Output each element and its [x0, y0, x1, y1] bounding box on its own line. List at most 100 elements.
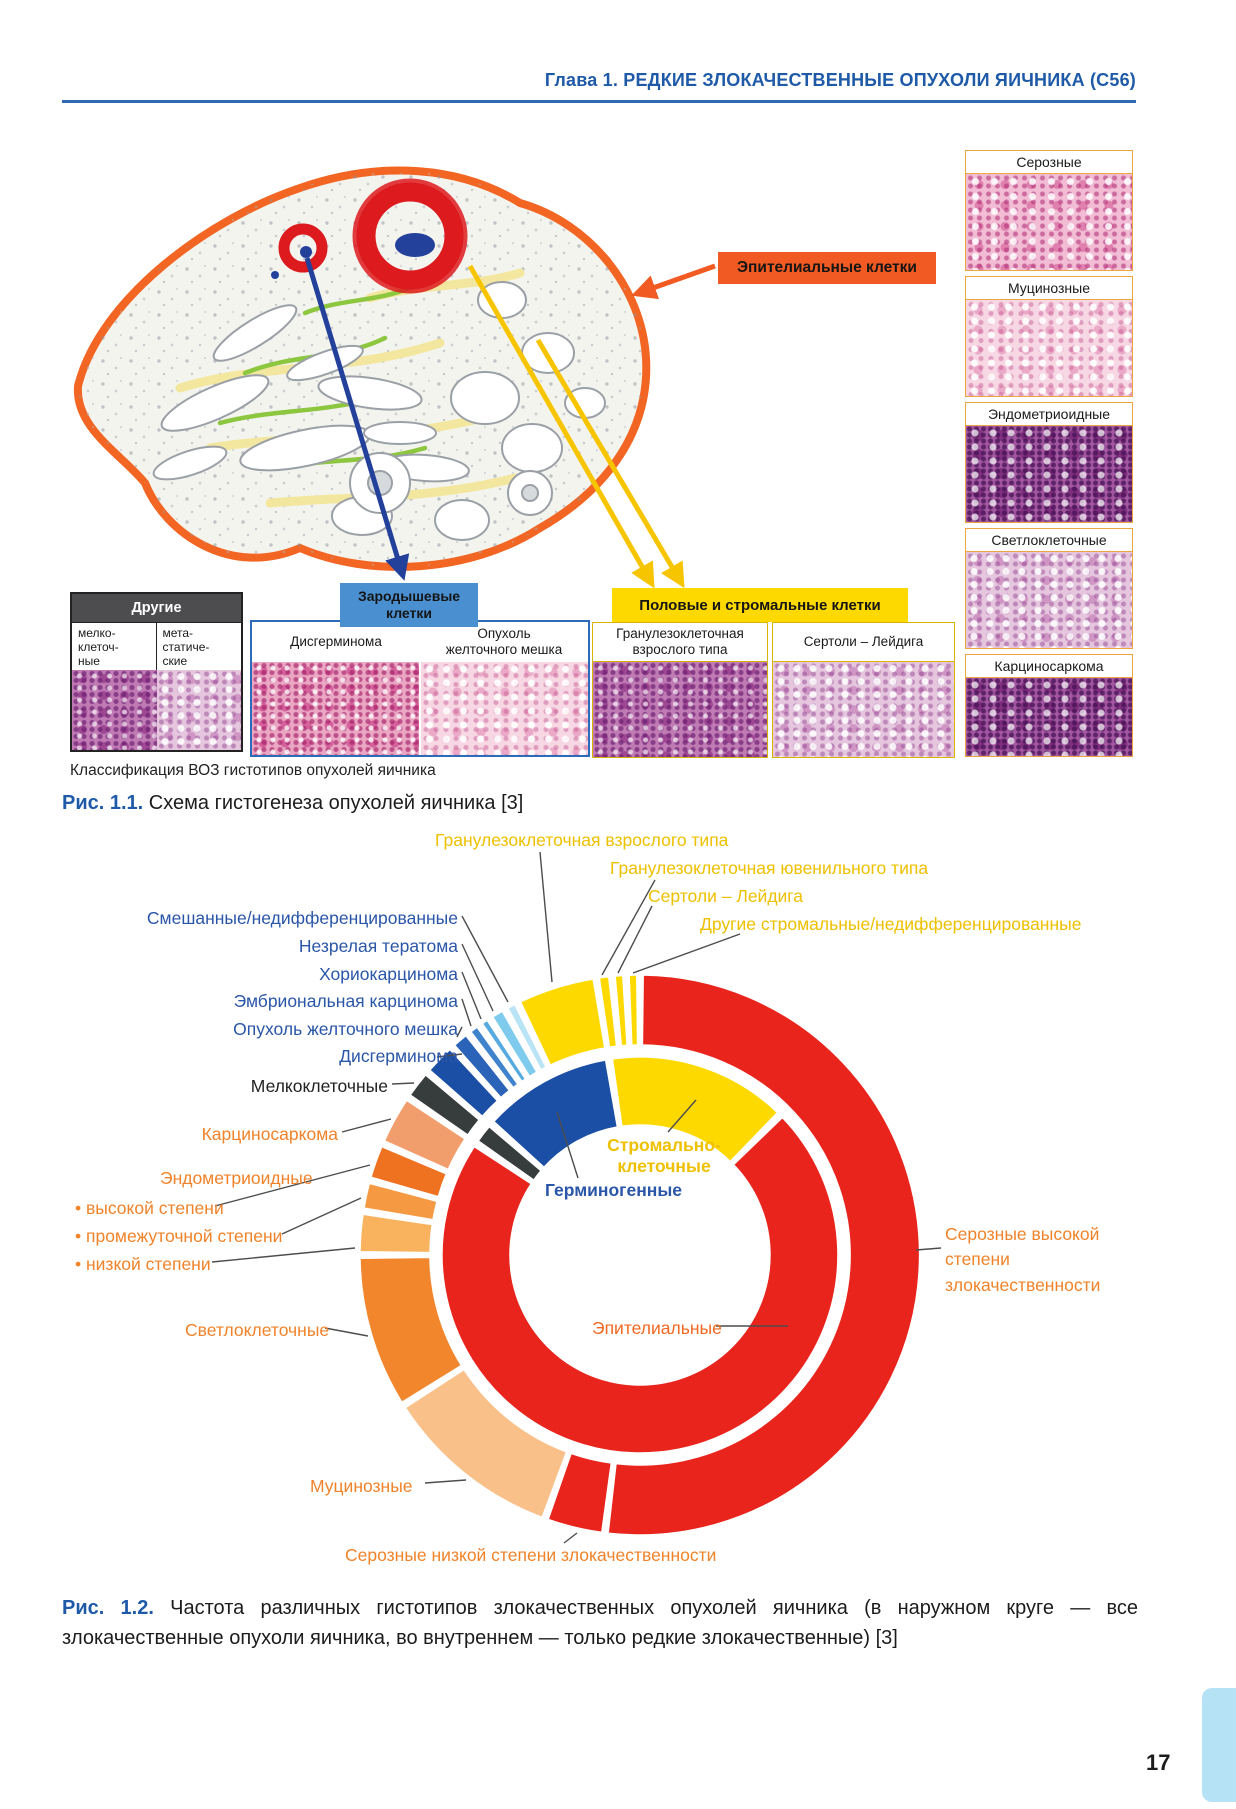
- epithelial-arrow: [631, 263, 716, 300]
- donut-segment: [469, 1026, 519, 1089]
- histology-image-granulosa-adult: [592, 662, 768, 758]
- donut-segment: [598, 975, 618, 1049]
- label-serous-low-grade: Серозные низкой степени злокачественност…: [345, 1545, 717, 1565]
- label-granulosa-adult: Гранулезоклеточная взрослого типа: [435, 830, 729, 850]
- label-serous-high-grade: Серозные высокой степени злокачественнос…: [945, 1224, 1101, 1295]
- donut-segment: [614, 974, 628, 1047]
- histology-image-yolk-sac: [421, 662, 588, 755]
- donut-segment: [477, 1125, 543, 1182]
- label-granulosa-juvenile: Гранулезоклеточная ювенильного типа: [610, 858, 929, 878]
- label-immature-teratoma: Незрелая тератома: [298, 936, 458, 956]
- label-yolk-sac-tumor: Опухоль желточного мешка: [233, 1019, 458, 1039]
- panel-title: Муцинозные: [965, 276, 1133, 300]
- donut-segment: [481, 1019, 527, 1083]
- label-epithelial-inner: Эпителиальные: [592, 1318, 722, 1338]
- panel-title: Карциносаркома: [965, 654, 1133, 678]
- germ-cells-label: Зародышевые клетки: [340, 583, 478, 627]
- panel-title: Серозные: [965, 150, 1133, 174]
- histology-image-dysgerminoma: [252, 662, 421, 755]
- histotype-panel-mucinous: Муцинозные: [965, 276, 1133, 397]
- donut-segment: [491, 1010, 538, 1078]
- fig2-caption: Рис. 1.2. Частота различных гистотипов з…: [62, 1593, 1138, 1653]
- label-sertoli-leydig: Сертоли – Лейдига: [648, 886, 804, 906]
- label-endometrioid-intermediate: • промежуточной степени: [75, 1226, 283, 1246]
- label-mixed-undifferentiated: Смешанные/недифференцированные: [146, 908, 458, 928]
- corpus-luteum-small: [278, 223, 328, 273]
- label-other-stromal: Другие стромальные/недифференцированные: [700, 914, 1082, 934]
- fig1-caption: Рис. 1.1. Схема гистогенеза опухолей яич…: [62, 788, 1138, 818]
- fig2-caption-text: Частота различных гистотипов злокачестве…: [62, 1597, 1139, 1649]
- label-stromal-cell-inner: Стромально-клеточные: [607, 1135, 721, 1176]
- label-dysgerminoma: Дисгерминома: [339, 1046, 458, 1066]
- histotype-panel-carcinosarcoma: Карциносаркома: [965, 654, 1133, 757]
- yolk-sac-title: Опухоль желточного мешка: [445, 626, 563, 657]
- donut-segment: [441, 1116, 839, 1454]
- germ-cell-group: Дисгерминома Опухоль желточного мешка: [250, 620, 590, 757]
- page-edge-tab: [1202, 1688, 1236, 1802]
- donut-segment: [506, 1003, 548, 1071]
- sex-stromal-cells-label: Половые и стромальные клетки: [612, 588, 908, 622]
- chapter-header: Глава 1. РЕДКИЕ ЗЛОКАЧЕСТВЕННЫЕ ОПУХОЛИ …: [544, 70, 1136, 90]
- histology-image-small-cell: [72, 670, 157, 751]
- epithelial-cells-label: Эпителиальные клетки: [718, 252, 936, 284]
- other-group-title: Другие: [72, 594, 241, 622]
- oocyte-large: [395, 233, 435, 257]
- label-endometrioid-high: • высокой степени: [75, 1198, 224, 1218]
- histology-image-carcinosarcoma: [965, 678, 1133, 757]
- germ-cell-dot: [271, 271, 279, 279]
- donut-segment: [453, 1034, 511, 1099]
- donut-segment: [628, 974, 639, 1046]
- panel-title: Эндометриоидные: [965, 402, 1133, 426]
- histology-image-endometrioid: [965, 426, 1133, 523]
- label-endometrioid: Эндометриоидные: [160, 1168, 313, 1188]
- fig1-caption-label: Рис. 1.1.: [62, 792, 144, 814]
- donut-segment: [547, 1452, 613, 1534]
- granulosa-adult-title: Гранулезоклеточная взрослого типа: [592, 622, 768, 662]
- label-clear-cell: Светлоклеточные: [185, 1320, 330, 1340]
- donut-segment: [359, 1213, 434, 1254]
- header-divider: [62, 100, 1136, 103]
- sertoli-leydig-title: Сертоли – Лейдига: [772, 622, 955, 662]
- germ-cell-arrow: [304, 257, 410, 581]
- dysgerminoma-title: Дисгерминома: [290, 634, 382, 650]
- histology-image-clear-cell: [965, 552, 1133, 649]
- metastatic-label: мета- статиче- ские: [156, 622, 241, 670]
- stromal-arrow-1: [467, 264, 655, 589]
- histology-image-metastatic: [156, 670, 241, 751]
- oocyte-small: [300, 246, 312, 258]
- fig1-caption-text: Схема гистогенеза опухолей яичника [3]: [148, 792, 524, 814]
- histotype-panel-serous: Серозные: [965, 150, 1133, 271]
- label-embryonal-carcinoma: Эмбриональная карцинома: [233, 991, 458, 1011]
- histology-image-serous: [965, 174, 1133, 271]
- histotype-panel-endometrioid: Эндометриоидные: [965, 402, 1133, 523]
- sertoli-leydig-panel: Сертоли – Лейдига: [772, 622, 955, 758]
- other-tumors-group: Другие мелко- клеточ- ные мета- статиче-…: [70, 592, 243, 753]
- donut-segment: [607, 974, 921, 1536]
- donut-segment: [428, 1048, 499, 1118]
- who-classification-note: Классификация ВОЗ гистотипов опухолей яи…: [70, 762, 436, 779]
- histotype-panel-clear-cell: Светлоклеточные: [965, 528, 1133, 649]
- fig2-caption-label: Рис. 1.2.: [62, 1597, 154, 1619]
- donut-segment: [370, 1145, 448, 1198]
- donut-segment: [359, 1256, 463, 1404]
- corpus-luteum-rim: [352, 178, 468, 294]
- label-germ-cell-inner: Герминогенные: [545, 1180, 683, 1200]
- histology-image-sertoli-leydig: [772, 662, 955, 758]
- stromal-arrow-2: [535, 338, 685, 589]
- ovary-stipple: [77, 170, 647, 567]
- label-mucinous: Муцинозные: [310, 1476, 413, 1496]
- donut-segment: [409, 1073, 481, 1137]
- histology-image-mucinous: [965, 300, 1133, 397]
- label-endometrioid-low: • низкой степени: [75, 1254, 211, 1274]
- small-cell-label: мелко- клеточ- ные: [72, 622, 157, 671]
- donut-segment: [519, 978, 606, 1067]
- ovary-diagram: [73, 166, 716, 589]
- corpus-luteum-large: [356, 182, 464, 290]
- label-choriocarcinoma: Хориокарцинома: [319, 964, 458, 984]
- granulosa-adult-panel: Гранулезоклеточная взрослого типа: [592, 622, 768, 758]
- label-small-cell: Мелкоклеточные: [250, 1076, 388, 1096]
- page-number: 17: [1146, 1750, 1171, 1775]
- label-carcinosarcoma: Карциносаркома: [201, 1124, 338, 1144]
- donut-segment: [404, 1368, 568, 1519]
- panel-title: Светлоклеточные: [965, 528, 1133, 552]
